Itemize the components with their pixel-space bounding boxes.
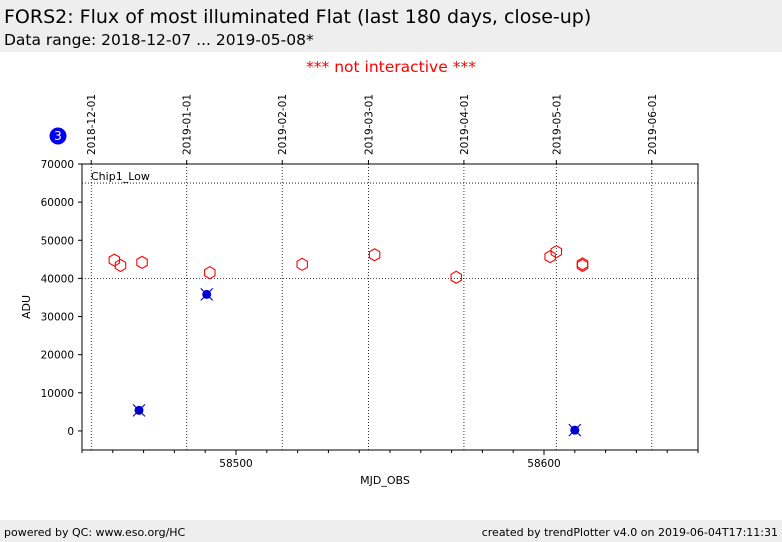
date-axis-ticks: 2018-12-01 2019-01-01 2019-02-01 2019-03-01… — [86, 94, 659, 164]
date-tick-label: 2019-06-01 — [647, 94, 659, 155]
panel-label: Chip1_Low — [91, 170, 150, 183]
data-point-flagged — [568, 423, 582, 437]
flagged-point-cross — [568, 423, 582, 437]
not-interactive-notice: *** not interactive *** — [306, 58, 476, 76]
y-axis-ticks: 0 10000 20000 30000 40000 50000 60000 70000 — [41, 159, 82, 438]
badge: 3 — [49, 127, 67, 145]
plot-frame — [81, 163, 699, 451]
data-point-hexagon — [550, 245, 563, 259]
x-axis-label: MJD_OBS — [360, 474, 410, 487]
footer-generator: created by trendPlotter v4.0 on 2019-06-… — [481, 526, 778, 539]
y-tick-label: 0 — [67, 426, 74, 438]
reference-lines — [82, 182, 698, 279]
footer-bar: powered by QC: www.eso.org/HC created by… — [0, 520, 782, 542]
x-axis-ticks: 58500 58600 — [81, 450, 699, 470]
y-tick-label: 40000 — [41, 273, 74, 285]
date-tick-label: 2019-02-01 — [277, 94, 289, 155]
footer-credit: powered by QC: www.eso.org/HC — [4, 526, 186, 539]
data-point-hexagon — [576, 258, 589, 273]
data-point-hexagon — [204, 266, 216, 280]
grid-layer — [90, 164, 653, 450]
data-point-hexagon — [114, 258, 127, 273]
flagged-point-cross — [200, 288, 214, 301]
data-point-flagged — [200, 288, 214, 301]
page-subtitle: Data range: 2018-12-07 ... 2019-05-08* — [4, 31, 314, 49]
badge-text: 3 — [54, 129, 62, 143]
date-tick-label: 2019-05-01 — [551, 94, 563, 155]
data-points — [108, 245, 589, 437]
data-point-hexagon — [368, 248, 381, 262]
x-tick-label: 58600 — [527, 458, 560, 470]
y-tick-label: 50000 — [41, 235, 74, 247]
y-tick-label: 70000 — [41, 159, 74, 171]
data-point-hexagon — [450, 270, 462, 284]
date-tick-label: 2019-01-01 — [182, 94, 194, 155]
y-axis-label: ADU — [20, 295, 33, 319]
data-point-hexagon — [296, 257, 308, 271]
y-tick-label: 30000 — [41, 312, 74, 324]
page-title: FORS2: Flux of most illuminated Flat (la… — [4, 6, 592, 28]
date-tick-label: 2019-03-01 — [363, 94, 375, 155]
y-tick-label: 20000 — [41, 350, 74, 362]
date-tick-label: 2019-04-01 — [459, 94, 471, 155]
flagged-point-cross — [132, 403, 146, 417]
data-point-hexagon — [544, 250, 556, 264]
date-tick-label: 2018-12-01 — [86, 94, 98, 155]
x-tick-label: 58500 — [219, 458, 252, 470]
data-point-hexagon — [136, 255, 148, 270]
header-bar: FORS2: Flux of most illuminated Flat (la… — [0, 0, 782, 52]
badge-circle — [49, 127, 67, 145]
data-point-hexagon — [108, 253, 121, 267]
y-tick-label: 10000 — [41, 388, 74, 400]
data-point-flagged — [132, 403, 146, 417]
data-point-hexagon — [576, 257, 589, 271]
y-tick-label: 60000 — [41, 197, 74, 209]
